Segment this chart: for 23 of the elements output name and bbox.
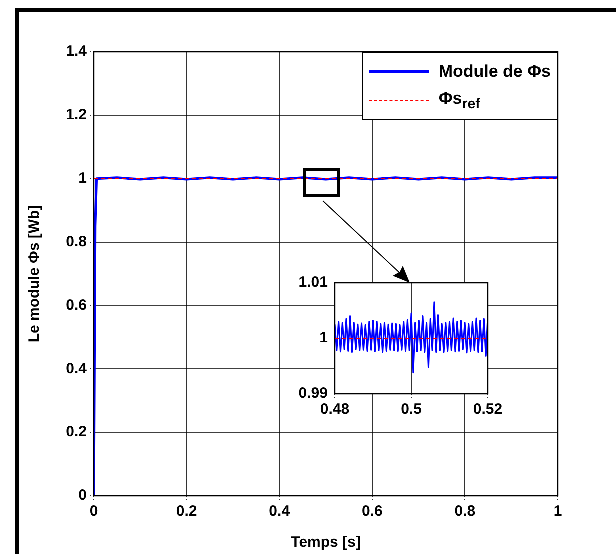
x-tick-label: 0.5	[401, 401, 422, 418]
x-tick-label: 0.4	[269, 503, 291, 520]
y-tick-label: 1.01	[298, 274, 328, 292]
x-tick-label: 0.52	[473, 401, 503, 418]
x-tick-label: 0.8	[454, 503, 476, 520]
legend-label: Φs$_{ref}$	[438, 88, 480, 112]
x-tick-label: 0.6	[362, 503, 383, 520]
y-tick-label: 0.8	[66, 233, 87, 250]
y-axis-title: Le module Φs [Wb]	[26, 205, 44, 343]
x-tick-label: 1	[554, 503, 562, 520]
y-tick-label: 0.4	[66, 360, 88, 378]
y-tick-label: 0.99	[298, 385, 328, 402]
y-tick-label: 1	[320, 330, 328, 347]
y-tick-label: 1.4	[66, 43, 88, 60]
y-tick-label: 1.2	[66, 106, 87, 124]
y-tick-label: 0.2	[66, 424, 87, 441]
x-tick-label: 0.48	[320, 401, 350, 418]
x-tick-label: 0.2	[176, 503, 198, 520]
x-axis-title: Temps [s]	[291, 534, 361, 552]
legend-label: Module de Φs	[438, 62, 551, 82]
y-tick-label: 0.6	[66, 296, 87, 314]
y-tick-label: 0	[78, 487, 87, 504]
y-tick-label: 1	[78, 170, 87, 187]
